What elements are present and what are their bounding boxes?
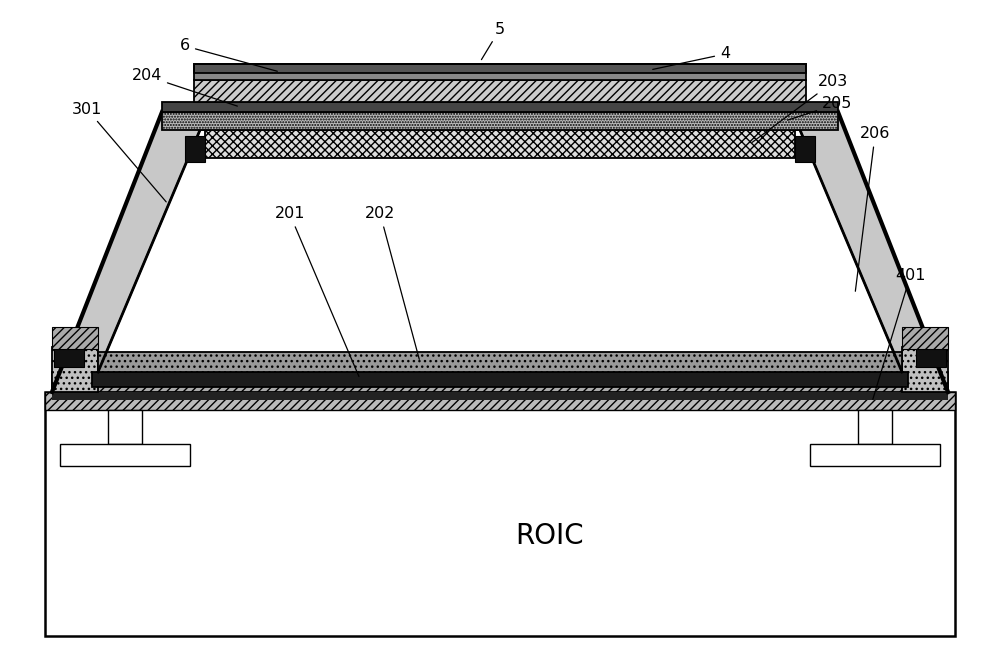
Bar bbox=[52, 327, 98, 349]
Text: ROIC: ROIC bbox=[516, 522, 584, 550]
Bar bbox=[810, 444, 940, 466]
Bar bbox=[795, 136, 815, 162]
Text: 201: 201 bbox=[274, 207, 359, 377]
Bar bbox=[162, 112, 838, 130]
Bar bbox=[52, 347, 98, 392]
Bar bbox=[194, 73, 806, 80]
Bar bbox=[858, 410, 892, 444]
Text: 206: 206 bbox=[855, 126, 890, 291]
Bar bbox=[108, 410, 142, 444]
Text: 6: 6 bbox=[180, 39, 277, 71]
Bar bbox=[194, 64, 806, 73]
Text: 204: 204 bbox=[132, 69, 237, 106]
Bar bbox=[92, 372, 908, 387]
Bar bbox=[902, 347, 948, 392]
Bar bbox=[52, 372, 948, 392]
Bar bbox=[162, 102, 838, 112]
Polygon shape bbox=[98, 130, 902, 372]
Bar bbox=[902, 327, 948, 349]
Text: 203: 203 bbox=[752, 75, 848, 143]
Text: 4: 4 bbox=[653, 46, 730, 69]
Text: 301: 301 bbox=[72, 101, 166, 202]
Text: 401: 401 bbox=[873, 269, 925, 400]
Bar bbox=[205, 130, 795, 158]
Bar bbox=[98, 352, 902, 372]
Bar bbox=[185, 136, 205, 162]
Bar bbox=[45, 392, 955, 636]
Polygon shape bbox=[52, 112, 948, 392]
Text: 202: 202 bbox=[365, 207, 419, 359]
Bar bbox=[52, 392, 948, 400]
Bar bbox=[54, 347, 84, 367]
Bar bbox=[916, 347, 946, 367]
Bar bbox=[60, 444, 190, 466]
Text: 5: 5 bbox=[481, 22, 505, 60]
Bar bbox=[45, 392, 955, 410]
Bar bbox=[194, 80, 806, 102]
Bar bbox=[194, 64, 806, 80]
Text: 205: 205 bbox=[788, 97, 852, 120]
